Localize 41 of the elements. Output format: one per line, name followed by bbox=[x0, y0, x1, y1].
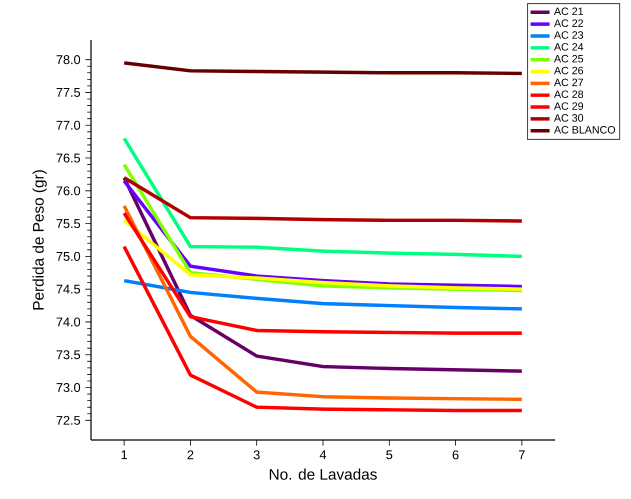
x-tick-label: 4 bbox=[320, 450, 326, 460]
y-tick-label: 76.0 bbox=[56, 186, 80, 196]
x-tick-label: 7 bbox=[518, 450, 525, 460]
legend-label: AC 28 bbox=[554, 90, 584, 98]
y-tick-label: 78.0 bbox=[56, 55, 80, 64]
legend-label: AC 22 bbox=[554, 19, 584, 27]
legend-label: AC 30 bbox=[554, 114, 584, 122]
y-tick-label: 77.0 bbox=[56, 120, 80, 130]
line-series bbox=[122, 278, 524, 311]
line-series bbox=[122, 204, 524, 402]
line-series bbox=[122, 136, 524, 258]
legend-label: AC 26 bbox=[554, 66, 584, 74]
legend-label: AC 29 bbox=[554, 102, 584, 110]
x-axis-title: No. de Lavadas bbox=[270, 468, 377, 480]
line-series bbox=[122, 179, 524, 288]
line-series bbox=[122, 176, 524, 223]
x-tick-label: 6 bbox=[452, 450, 459, 460]
y-tick-label: 77.5 bbox=[56, 88, 80, 97]
legend-label: AC 23 bbox=[554, 31, 584, 39]
legend-label: AC 24 bbox=[554, 43, 584, 51]
y-tick-label: 73.0 bbox=[56, 383, 80, 392]
y-tick-label: 73.5 bbox=[56, 350, 80, 360]
legend-label: AC 21 bbox=[554, 8, 584, 16]
x-tick-label: 5 bbox=[386, 450, 392, 460]
legend-label: AC BLANCO bbox=[554, 126, 616, 134]
legend-label: AC 27 bbox=[554, 78, 584, 86]
line-series bbox=[122, 218, 524, 291]
x-tick-label: 2 bbox=[188, 450, 194, 460]
y-tick-label: 75.0 bbox=[56, 252, 80, 261]
y-tick-label: 76.5 bbox=[56, 154, 80, 163]
y-tick-label: 74.5 bbox=[56, 284, 80, 294]
legend-label: AC 25 bbox=[554, 54, 584, 62]
x-tick-label: 3 bbox=[254, 450, 260, 460]
line-series bbox=[122, 61, 524, 76]
y-axis-title: Perdida de Peso (gr) bbox=[32, 170, 47, 310]
line-series bbox=[122, 211, 524, 335]
y-tick-label: 75.5 bbox=[56, 219, 80, 228]
y-tick-label: 74.0 bbox=[56, 317, 80, 326]
x-tick-label: 1 bbox=[122, 450, 128, 460]
line-series bbox=[122, 244, 524, 412]
y-tick-label: 72.5 bbox=[56, 416, 80, 425]
